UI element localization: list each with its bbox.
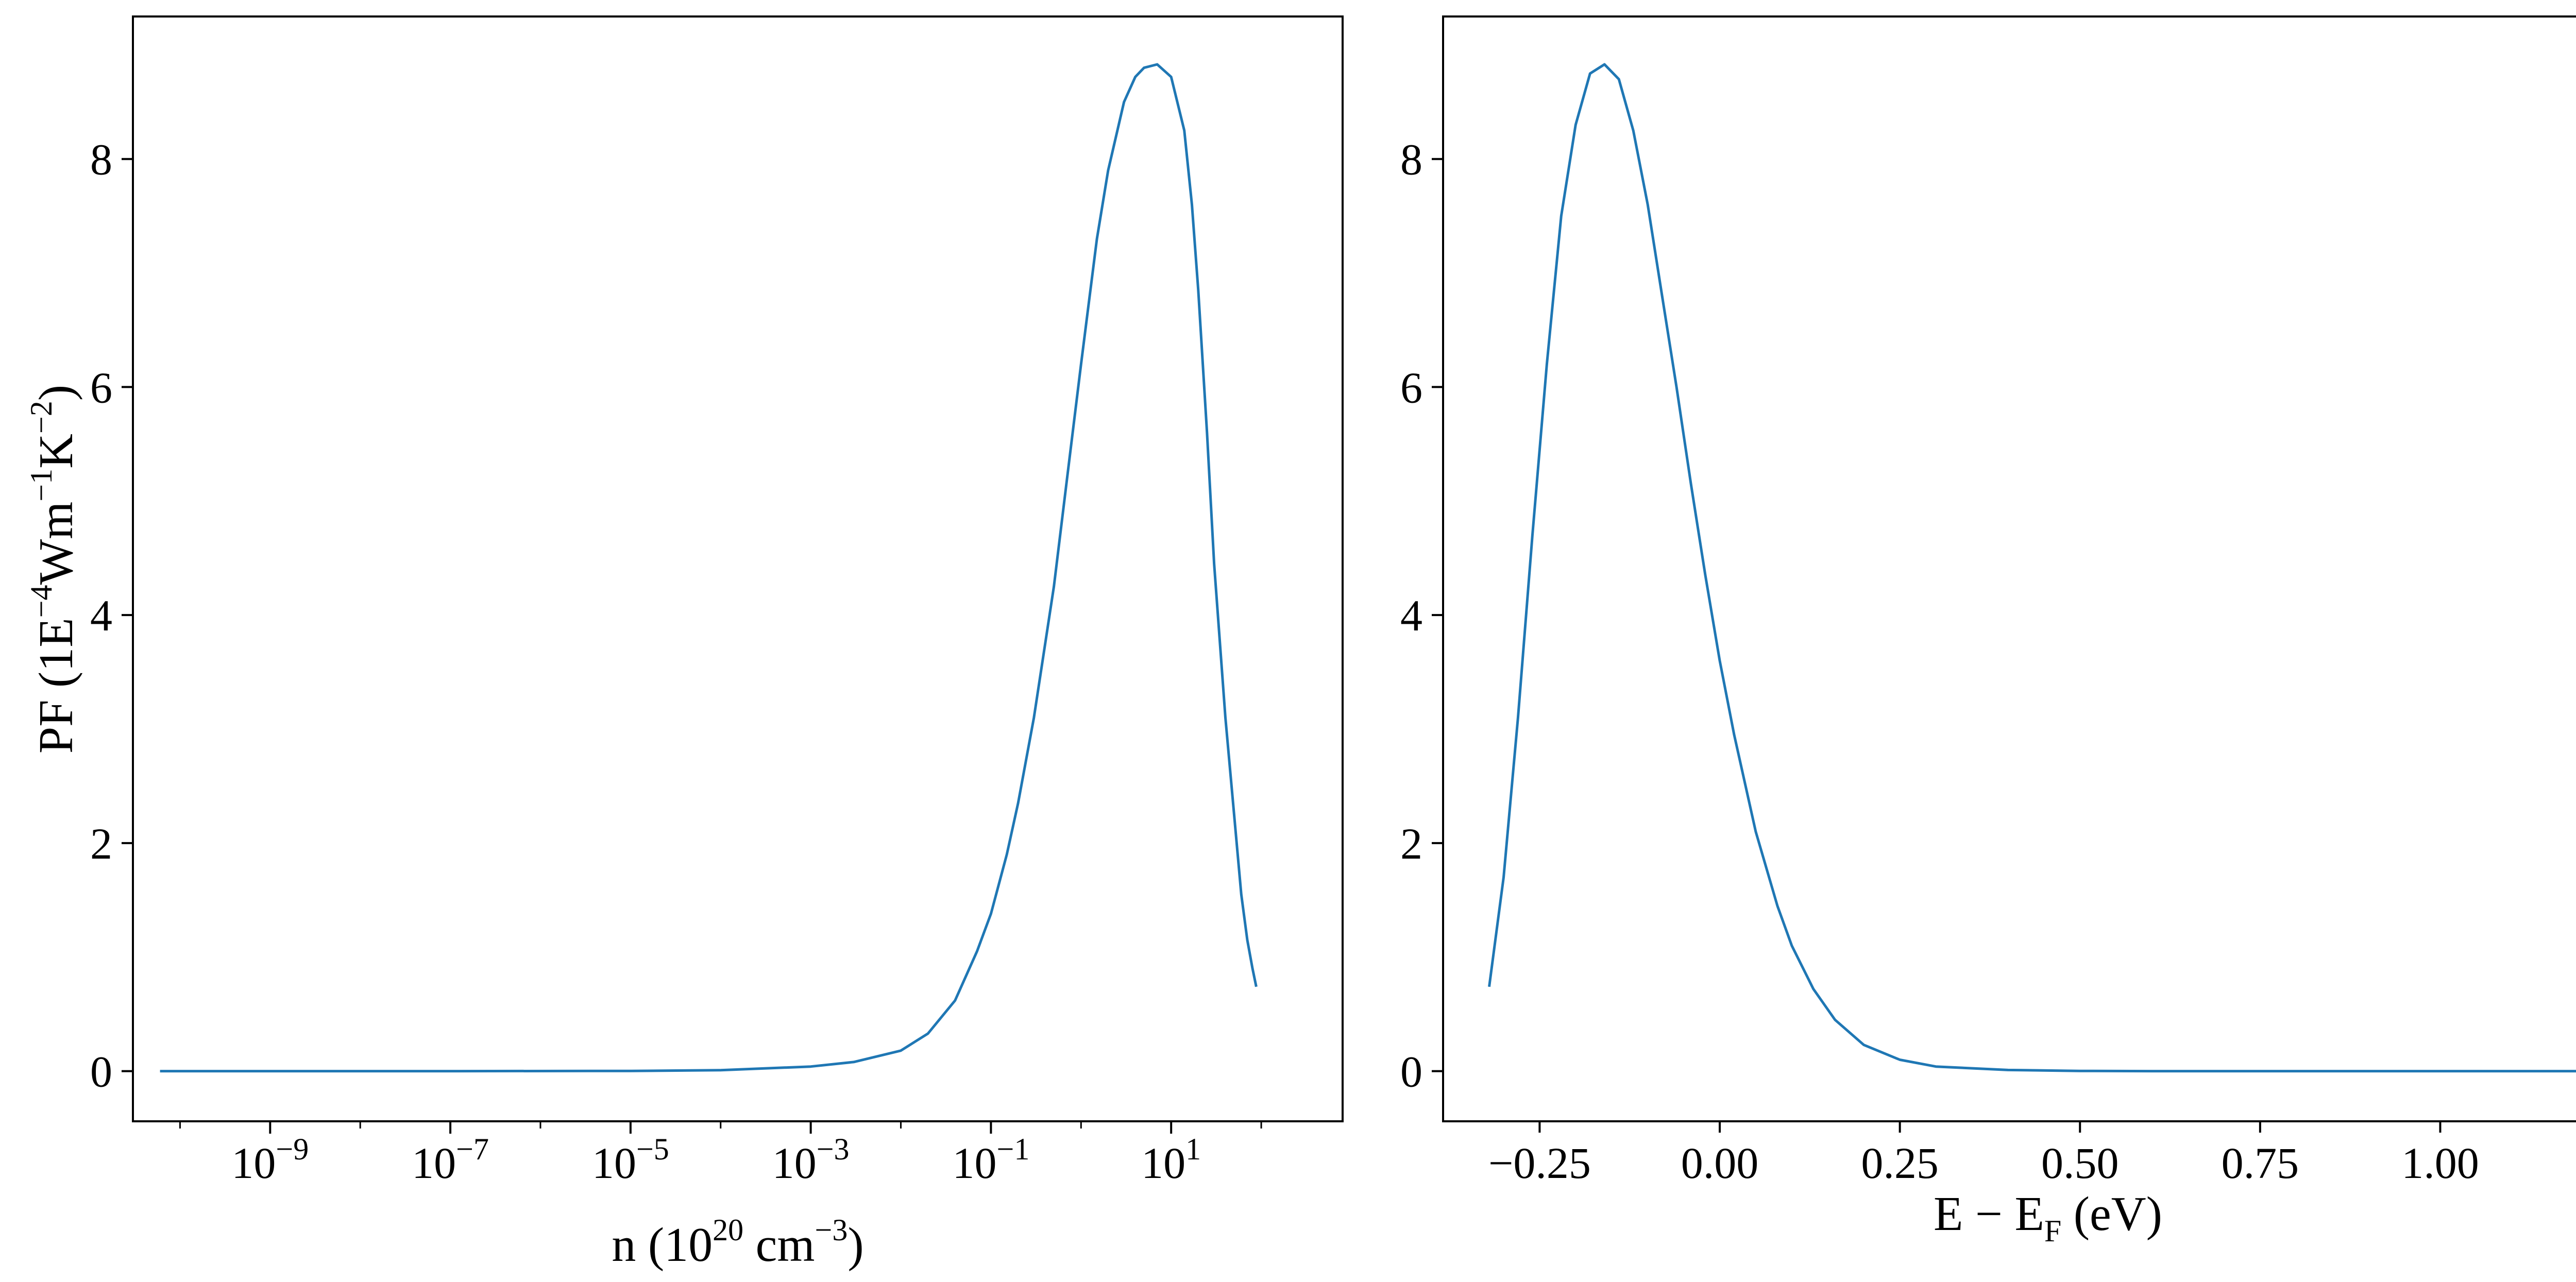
left-y-tick-label: 2 (90, 819, 112, 868)
left-x-tick-label: 101 (1141, 1132, 1201, 1188)
right-x-tick-label: 0.25 (1861, 1138, 1939, 1188)
right-x-axis-label: E − EF (eV) (1934, 1187, 2162, 1248)
left-x-tick-label: 10−9 (231, 1132, 309, 1188)
right-y-tick-label: 4 (1400, 591, 1422, 640)
left-y-tick-label: 8 (90, 135, 112, 184)
right-y-tick-label: 2 (1400, 819, 1422, 868)
left-series-layer (160, 63, 1258, 1073)
right-x-tick-label: 1.00 (2401, 1138, 2479, 1188)
right-y-ticks: 0 2 4 6 8 (1400, 135, 1443, 1097)
left-y-axis-label: PF (1E−4Wm−1K−2) (24, 385, 83, 754)
right-y-tick-label: 6 (1400, 363, 1422, 412)
left-y-tick-label: 6 (90, 363, 112, 412)
right-series-line-0 (1488, 63, 2576, 1073)
left-y-tick-label: 4 (90, 591, 112, 640)
left-x-axis-label: n (1020 cm−3) (612, 1213, 863, 1272)
right-x-tick-label: 0.75 (2222, 1138, 2299, 1188)
left-plot-frame (132, 15, 1344, 1122)
right-y-tick-label: 0 (1400, 1047, 1422, 1097)
left-y-tick-label: 0 (90, 1047, 112, 1097)
right-plot-frame (1442, 15, 2576, 1122)
right-x-ticks: −0.250.000.250.500.751.001.25 (1488, 1121, 2479, 1188)
right-x-tick-label: 0.50 (2041, 1138, 2119, 1188)
left-y-ticks: 0 2 4 6 8 (90, 135, 133, 1097)
left-series-line-0 (160, 63, 1258, 1073)
left-x-tick-label: 10−3 (772, 1132, 850, 1188)
right-y-tick-label: 8 (1400, 135, 1422, 184)
left-x-tick-label: 10−5 (592, 1132, 669, 1188)
right-x-tick-label: 0.00 (1681, 1138, 1759, 1188)
left-x-tick-label: 10−1 (952, 1132, 1029, 1188)
right-series-layer (1488, 63, 2576, 1073)
left-x-tick-label: 10−7 (412, 1132, 489, 1188)
left-x-ticks: 10−9 10−7 10−5 10−3 10−1 101 (179, 1121, 1262, 1188)
left-chart-panel: 0 2 4 6 8 10−9 10−7 10−5 10−3 10−1 101 PF (1E−4Wm… (24, 15, 1344, 1272)
right-x-tick-label: −0.25 (1488, 1138, 1591, 1188)
